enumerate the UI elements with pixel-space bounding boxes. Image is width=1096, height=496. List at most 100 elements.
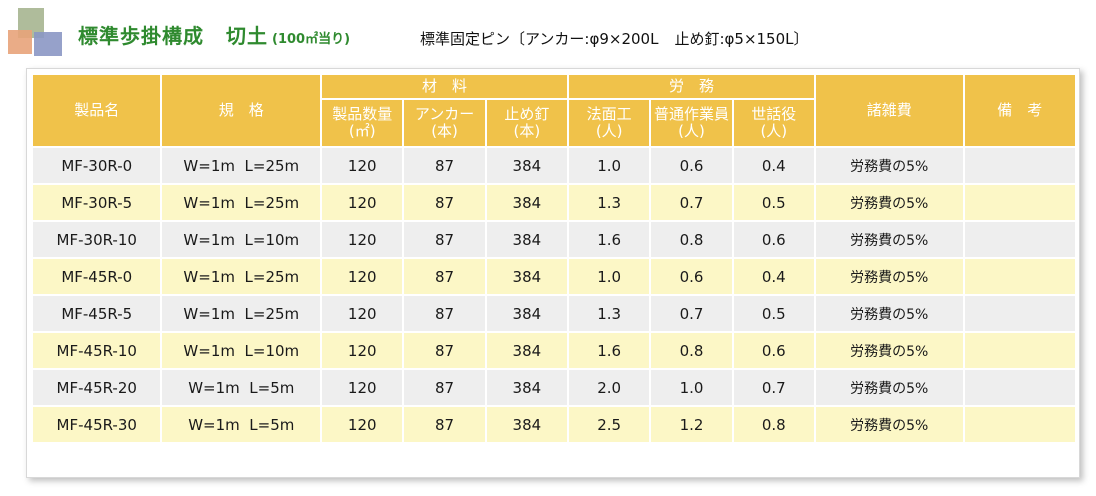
header-quantity: 製品数量 (㎡) <box>322 100 403 146</box>
misc-cost-cell: 労務費の5% <box>815 407 963 442</box>
common-worker-cell: 0.7 <box>651 296 732 331</box>
anchor-cell: 87 <box>404 370 485 405</box>
anchor-cell: 87 <box>404 259 485 294</box>
remarks-cell <box>964 296 1075 331</box>
quantity-cell: 120 <box>322 185 403 220</box>
spec-cell: W=1m L=25m <box>162 185 321 220</box>
product-cell: MF-45R-20 <box>33 370 161 405</box>
table-frame: 製品名 規 格 材 料 労 務 諸雑費 備 考 製品数量 (㎡) アンカー (本)… <box>26 68 1080 478</box>
title-unit: (100㎡当り) <box>272 32 351 47</box>
quantity-cell: 120 <box>322 259 403 294</box>
header-labor: 労 務 <box>569 75 814 98</box>
header-misc: 諸雑費 <box>815 75 963 146</box>
slope-work-cell: 1.0 <box>569 148 650 183</box>
common-worker-cell: 0.8 <box>651 222 732 257</box>
foreman-cell: 0.6 <box>733 333 814 368</box>
header-remarks: 備 考 <box>964 75 1075 146</box>
quantity-cell: 120 <box>322 222 403 257</box>
header-common-worker: 普通作業員 (人) <box>651 100 732 146</box>
nail-cell: 384 <box>486 296 568 331</box>
table-row: MF-30R-5 W=1m L=25m 120 87 384 1.3 0.7 0.5 労務費の5… <box>33 185 1075 220</box>
table-row: MF-45R-10 W=1m L=10m 120 87 384 1.6 0.8 0.6 労務費の… <box>33 333 1075 368</box>
common-worker-cell: 0.6 <box>651 148 732 183</box>
common-worker-cell: 1.0 <box>651 370 732 405</box>
slope-work-cell: 2.0 <box>569 370 650 405</box>
quantity-cell: 120 <box>322 407 403 442</box>
common-worker-cell: 1.2 <box>651 407 732 442</box>
product-cell: MF-30R-10 <box>33 222 161 257</box>
table-row: MF-45R-5 W=1m L=25m 120 87 384 1.3 0.7 0.5 労務費の5… <box>33 296 1075 331</box>
logo <box>8 8 64 56</box>
title-type: 切土 <box>226 24 268 48</box>
spec-cell: W=1m L=10m <box>162 333 321 368</box>
misc-cost-cell: 労務費の5% <box>815 185 963 220</box>
title-main: 標準歩掛構成 <box>78 24 204 48</box>
misc-cost-cell: 労務費の5% <box>815 222 963 257</box>
nail-cell: 384 <box>486 259 568 294</box>
remarks-cell <box>964 407 1075 442</box>
header-slope-work: 法面工 (人) <box>569 100 650 146</box>
product-cell: MF-30R-0 <box>33 148 161 183</box>
quantity-cell: 120 <box>322 370 403 405</box>
nail-cell: 384 <box>486 333 568 368</box>
table-row: MF-45R-0 W=1m L=25m 120 87 384 1.0 0.6 0.4 労務費の5… <box>33 259 1075 294</box>
table-row: MF-30R-0 W=1m L=25m 120 87 384 1.0 0.6 0.4 労務費の5… <box>33 148 1075 183</box>
nail-cell: 384 <box>486 222 568 257</box>
product-cell: MF-45R-0 <box>33 259 161 294</box>
product-cell: MF-45R-5 <box>33 296 161 331</box>
nail-cell: 384 <box>486 370 568 405</box>
note-nail: 止め釘:φ5×150L〕 <box>674 30 809 48</box>
spec-cell: W=1m L=25m <box>162 259 321 294</box>
spec-cell: W=1m L=25m <box>162 296 321 331</box>
foreman-cell: 0.4 <box>733 259 814 294</box>
remarks-cell <box>964 370 1075 405</box>
header-product: 製品名 <box>33 75 161 146</box>
header-spec: 規 格 <box>162 75 321 146</box>
nail-cell: 384 <box>486 148 568 183</box>
foreman-cell: 0.7 <box>733 370 814 405</box>
anchor-cell: 87 <box>404 222 485 257</box>
common-worker-cell: 0.7 <box>651 185 732 220</box>
misc-cost-cell: 労務費の5% <box>815 370 963 405</box>
anchor-cell: 87 <box>404 296 485 331</box>
slope-work-cell: 2.5 <box>569 407 650 442</box>
product-cell: MF-45R-10 <box>33 333 161 368</box>
foreman-cell: 0.8 <box>733 407 814 442</box>
header-anchor: アンカー (本) <box>404 100 485 146</box>
remarks-cell <box>964 222 1075 257</box>
quantity-cell: 120 <box>322 148 403 183</box>
header-foreman: 世話役 (人) <box>733 100 814 146</box>
misc-cost-cell: 労務費の5% <box>815 259 963 294</box>
product-cell: MF-45R-30 <box>33 407 161 442</box>
remarks-cell <box>964 259 1075 294</box>
quantity-cell: 120 <box>322 333 403 368</box>
labor-table: 製品名 規 格 材 料 労 務 諸雑費 備 考 製品数量 (㎡) アンカー (本)… <box>31 73 1077 444</box>
misc-cost-cell: 労務費の5% <box>815 296 963 331</box>
table-row: MF-45R-20 W=1m L=5m 120 87 384 2.0 1.0 0.7 労務費の5… <box>33 370 1075 405</box>
misc-cost-cell: 労務費の5% <box>815 148 963 183</box>
remarks-cell <box>964 185 1075 220</box>
note-pin: 標準固定ピン〔アンカー:φ9×200L <box>420 30 659 48</box>
common-worker-cell: 0.6 <box>651 259 732 294</box>
foreman-cell: 0.6 <box>733 222 814 257</box>
table-row: MF-30R-10 W=1m L=10m 120 87 384 1.6 0.8 0.6 労務費の… <box>33 222 1075 257</box>
slope-work-cell: 1.3 <box>569 296 650 331</box>
foreman-cell: 0.5 <box>733 185 814 220</box>
slope-work-cell: 1.6 <box>569 222 650 257</box>
spec-cell: W=1m L=5m <box>162 407 321 442</box>
spec-cell: W=1m L=5m <box>162 370 321 405</box>
header-nail: 止め釘 (本) <box>486 100 568 146</box>
nail-cell: 384 <box>486 407 568 442</box>
slope-work-cell: 1.3 <box>569 185 650 220</box>
header-materials: 材 料 <box>322 75 568 98</box>
anchor-cell: 87 <box>404 148 485 183</box>
foreman-cell: 0.5 <box>733 296 814 331</box>
common-worker-cell: 0.8 <box>651 333 732 368</box>
page-title: 標準歩掛構成 切土 (100㎡当り) <box>78 20 350 49</box>
anchor-cell: 87 <box>404 185 485 220</box>
remarks-cell <box>964 148 1075 183</box>
slope-work-cell: 1.6 <box>569 333 650 368</box>
remarks-cell <box>964 333 1075 368</box>
quantity-cell: 120 <box>322 296 403 331</box>
product-cell: MF-30R-5 <box>33 185 161 220</box>
